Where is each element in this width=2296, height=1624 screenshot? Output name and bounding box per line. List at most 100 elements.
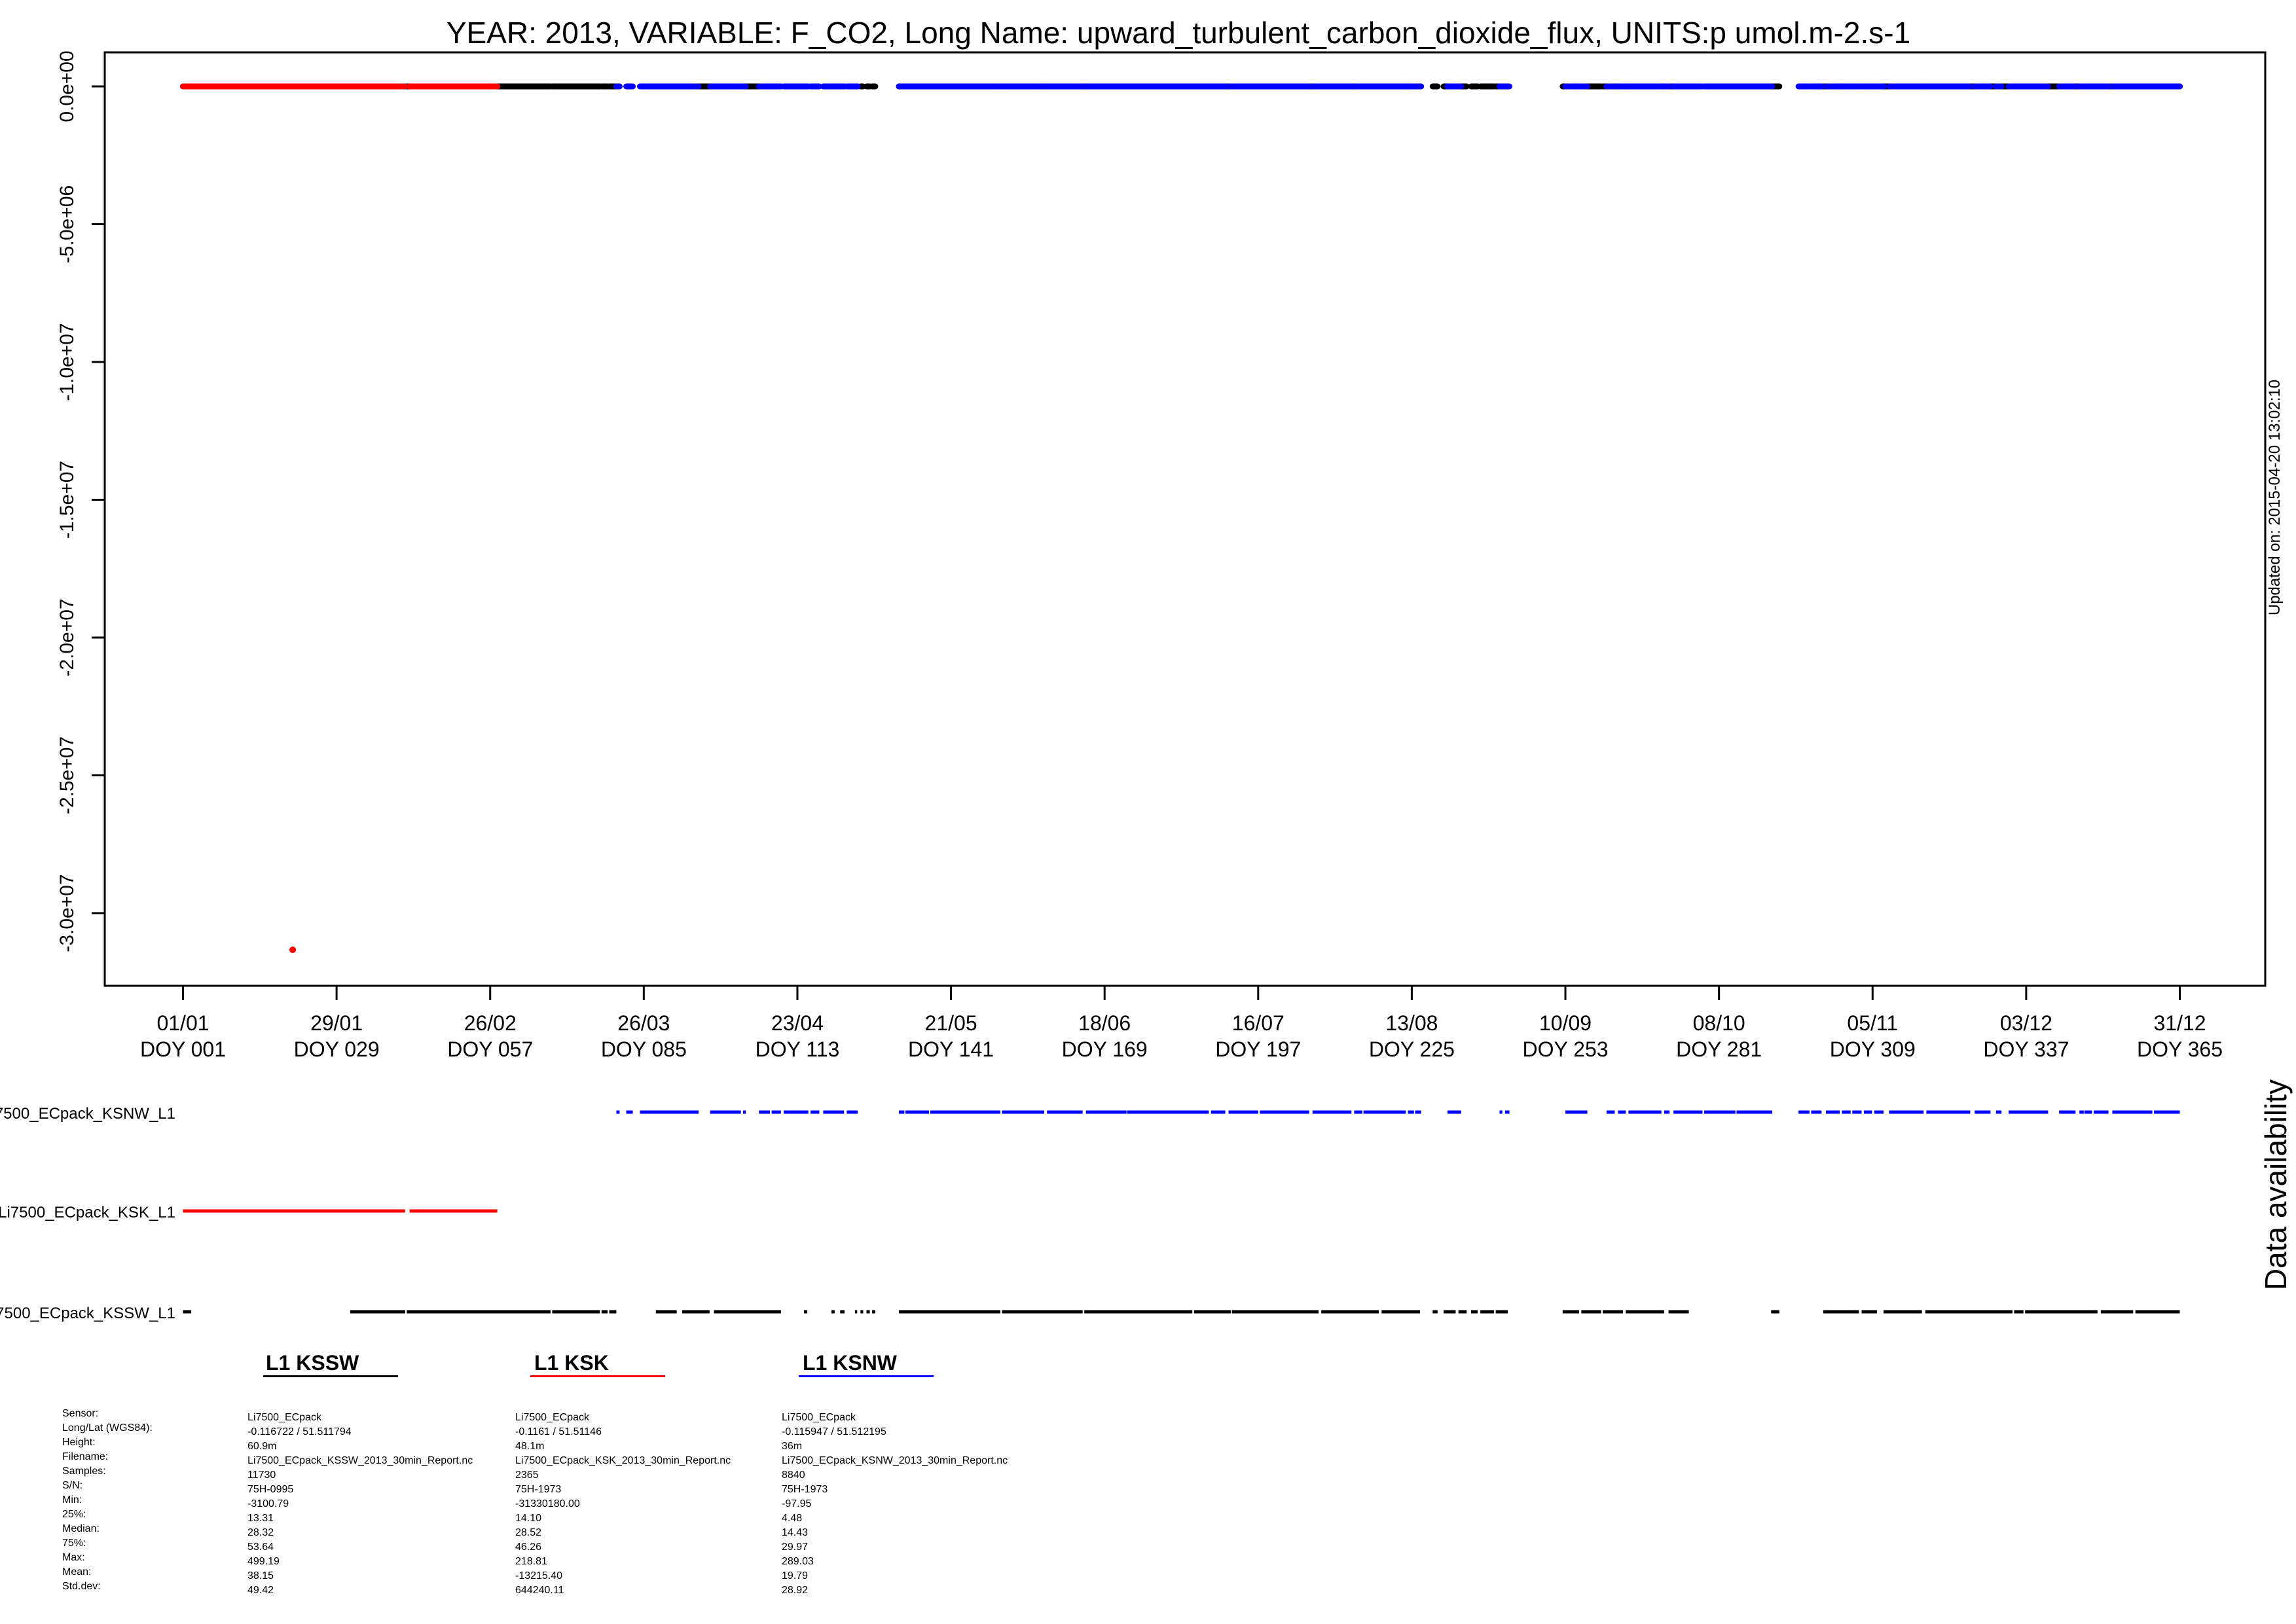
info-value: 11730 [247, 1468, 473, 1483]
info-label: Median: [62, 1522, 153, 1536]
info-value: 19.79 [782, 1569, 1008, 1583]
x-tick-doy: DOY 085 [601, 1038, 687, 1061]
info-value: 49.42 [247, 1583, 473, 1598]
legend-title-ksnw: L1 KSNW [803, 1351, 897, 1375]
info-value: 28.52 [515, 1526, 731, 1540]
info-label: Sensor: [62, 1407, 153, 1421]
info-label: Std.dev: [62, 1579, 153, 1594]
info-label: Height: [62, 1435, 153, 1450]
info-label: 75%: [62, 1536, 153, 1551]
info-value: -0.1161 / 51.51146 [515, 1425, 731, 1439]
x-tick-date: 05/11 [1847, 1011, 1898, 1035]
y-tick-label: -2.0e+07 [56, 598, 78, 676]
chart-title: YEAR: 2013, VARIABLE: F_CO2, Long Name: … [446, 16, 1910, 50]
x-tick-doy: DOY 001 [140, 1038, 226, 1061]
x-tick-doy: DOY 309 [1830, 1038, 1916, 1061]
availability-row-label: Li7500_ECpack_KSNW_L1 [0, 1105, 175, 1123]
info-label: Min: [62, 1493, 153, 1507]
info-value: 28.32 [247, 1526, 473, 1540]
x-tick-date: 16/07 [1232, 1011, 1285, 1035]
x-tick-doy: DOY 029 [294, 1038, 380, 1061]
plot-frame [105, 52, 2265, 986]
info-value: -0.116722 / 51.511794 [247, 1425, 473, 1439]
info-labels: Sensor: Long/Lat (WGS84): Height: Filena… [62, 1407, 153, 1594]
info-value: 218.81 [515, 1555, 731, 1569]
info-label: 25%: [62, 1507, 153, 1522]
updated-note: Updated on: 2015-04-20 13:02:10 [2266, 380, 2284, 615]
x-tick-date: 13/08 [1385, 1011, 1438, 1035]
outlier-point [289, 947, 296, 953]
info-value: Li7500_ECpack_KSSW_2013_30min_Report.nc [247, 1454, 473, 1468]
info-value: -13215.40 [515, 1569, 731, 1583]
info-column-ksk: Li7500_ECpack -0.1161 / 51.51146 48.1m L… [515, 1411, 731, 1598]
info-value: 2365 [515, 1468, 731, 1483]
info-value: 75H-0995 [247, 1483, 473, 1497]
availability-row-label: Li7500_ECpack_KSK_L1 [0, 1204, 175, 1221]
x-axis: 01/01 DOY 001 29/01 DOY 029 26/02 DOY 057 26/0… [140, 986, 2223, 1061]
info-value: 644240.11 [515, 1583, 731, 1598]
legend-line-kssw [263, 1375, 398, 1377]
x-tick-date: 18/06 [1078, 1011, 1131, 1035]
x-tick-date: 01/01 [156, 1011, 209, 1035]
info-value: 29.97 [782, 1540, 1008, 1555]
info-value: 60.9m [247, 1439, 473, 1454]
info-value: -97.95 [782, 1497, 1008, 1511]
info-label: S/N: [62, 1479, 153, 1493]
x-tick-doy: DOY 057 [447, 1038, 533, 1061]
info-label: Long/Lat (WGS84): [62, 1421, 153, 1435]
info-value: Li7500_ECpack_KSK_2013_30min_Report.nc [515, 1454, 731, 1468]
legend-title-ksk: L1 KSK [534, 1351, 609, 1375]
x-tick-doy: DOY 113 [756, 1038, 840, 1061]
info-value: 75H-1973 [515, 1483, 731, 1497]
legend-line-ksnw [799, 1375, 934, 1377]
availability-panel: Li7500_ECpack_KSNW_L1 Li7500_ECpack_KSK_L… [0, 1105, 2180, 1322]
info-value: -0.115947 / 51.512195 [782, 1425, 1008, 1439]
y-tick-label: -1.5e+07 [56, 461, 78, 539]
info-value: -3100.79 [247, 1497, 473, 1511]
y-tick-label: 0.0e+00 [56, 50, 78, 122]
x-tick-doy: DOY 225 [1369, 1038, 1455, 1061]
legend-title-kssw: L1 KSSW [266, 1351, 359, 1375]
info-value: 53.64 [247, 1540, 473, 1555]
info-value: 36m [782, 1439, 1008, 1454]
info-column-kssw: Li7500_ECpack -0.116722 / 51.511794 60.9… [247, 1411, 473, 1598]
scatter-series [183, 86, 2180, 953]
x-tick-date: 26/02 [464, 1011, 517, 1035]
info-value: 14.43 [782, 1526, 1008, 1540]
info-label: Max: [62, 1551, 153, 1565]
x-tick-doy: DOY 141 [908, 1038, 994, 1061]
info-column-ksnw: Li7500_ECpack -0.115947 / 51.512195 36m … [782, 1411, 1008, 1598]
info-value: 289.03 [782, 1555, 1008, 1569]
x-tick-date: 29/01 [310, 1011, 363, 1035]
info-value: Li7500_ECpack [515, 1411, 731, 1425]
info-label: Samples: [62, 1464, 153, 1479]
x-tick-date: 26/03 [617, 1011, 670, 1035]
info-label: Mean: [62, 1565, 153, 1579]
x-tick-doy: DOY 337 [1983, 1038, 2069, 1061]
x-tick-date: 10/09 [1539, 1011, 1592, 1035]
info-value: Li7500_ECpack [247, 1411, 473, 1425]
x-tick-doy: DOY 197 [1215, 1038, 1301, 1061]
x-tick-date: 03/12 [2000, 1011, 2052, 1035]
x-tick-date: 21/05 [925, 1011, 977, 1035]
info-value: Li7500_ECpack [782, 1411, 1008, 1425]
info-value: 13.31 [247, 1511, 473, 1526]
info-label: Filename: [62, 1450, 153, 1464]
x-tick-date: 31/12 [2153, 1011, 2206, 1035]
info-value: 499.19 [247, 1555, 473, 1569]
info-value: 8840 [782, 1468, 1008, 1483]
availability-row-label: Li7500_ECpack_KSSW_L1 [0, 1305, 175, 1322]
y-axis: 0.0e+00 -5.0e+06 -1.0e+07 -1.5e+07 -2.0e+07 -… [56, 50, 105, 952]
info-value: 28.92 [782, 1583, 1008, 1598]
x-tick-doy: DOY 281 [1676, 1038, 1762, 1061]
x-tick-doy: DOY 169 [1062, 1038, 1148, 1061]
x-tick-doy: DOY 365 [2137, 1038, 2223, 1061]
info-value: 75H-1973 [782, 1483, 1008, 1497]
x-tick-date: 23/04 [771, 1011, 824, 1035]
info-value: 38.15 [247, 1569, 473, 1583]
x-tick-date: 08/10 [1693, 1011, 1745, 1035]
info-value: 48.1m [515, 1439, 731, 1454]
y-tick-label: -5.0e+06 [56, 185, 78, 263]
info-value: 4.48 [782, 1511, 1008, 1526]
legend-line-ksk [530, 1375, 665, 1377]
